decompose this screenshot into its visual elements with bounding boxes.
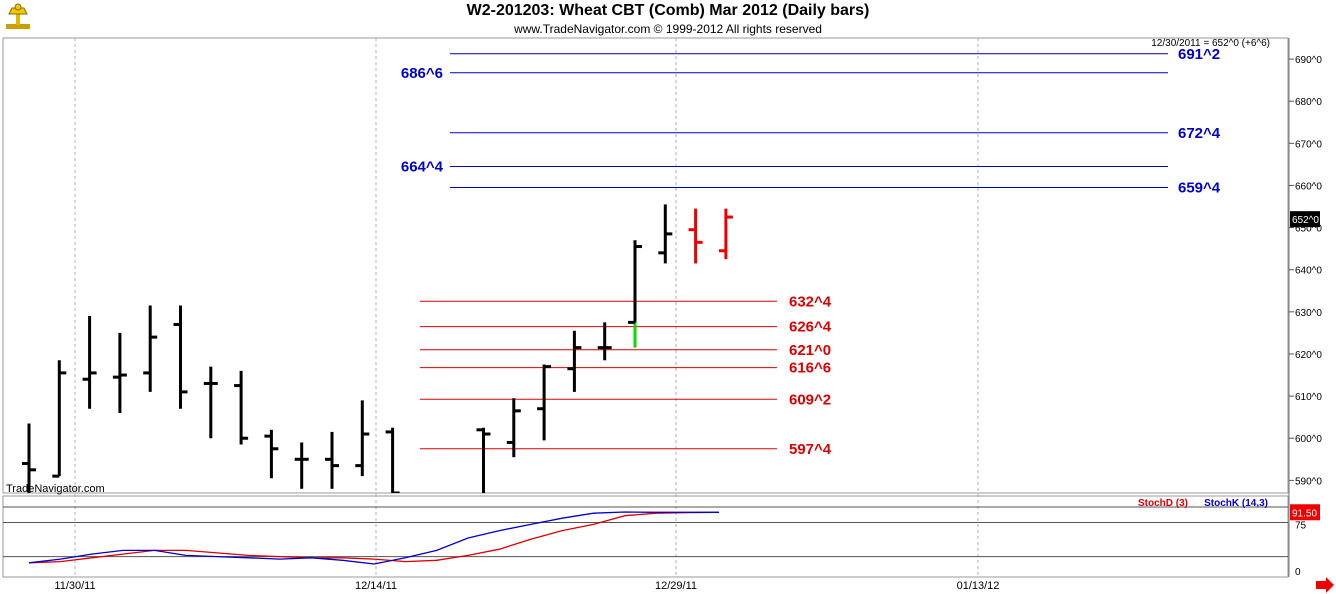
legend-stochk: StochK (14,3) bbox=[1204, 498, 1268, 509]
x-tick-label: 12/29/11 bbox=[655, 580, 697, 592]
ohlc-bar bbox=[22, 423, 36, 493]
watermark-text: TradeNavigator.com bbox=[6, 483, 105, 495]
ohlc-bar bbox=[112, 332, 127, 413]
ohlc-bar bbox=[385, 427, 400, 493]
level-label: 659^4 bbox=[1178, 180, 1221, 197]
x-tick-label: 12/14/11 bbox=[355, 580, 397, 592]
y-tick-label: 630^0 bbox=[1295, 308, 1322, 319]
y-tick-label: 600^0 bbox=[1295, 434, 1322, 445]
y-tick-label: 690^0 bbox=[1295, 55, 1322, 66]
ohlc-bar bbox=[355, 400, 370, 477]
y-tick-label: 670^0 bbox=[1295, 139, 1322, 150]
stoch-last-marker bbox=[1290, 504, 1320, 521]
last-price-label: 652^0 bbox=[1292, 215, 1319, 226]
y-tick-label: 680^0 bbox=[1295, 97, 1322, 108]
level-label: 597^4 bbox=[789, 441, 832, 458]
stoch-series-line bbox=[28, 511, 720, 564]
ohlc-bar bbox=[567, 330, 582, 392]
y-tick-label: 660^0 bbox=[1295, 181, 1322, 192]
stoch-last-label: 91.50 bbox=[1292, 508, 1317, 519]
chart-subtitle: www.TradeNavigator.com © 1999-2012 All r… bbox=[514, 22, 822, 36]
price-panel-frame bbox=[2, 37, 1289, 494]
ohlc-bar bbox=[537, 364, 552, 441]
level-label: 691^2 bbox=[1178, 46, 1220, 63]
ohlc-bar bbox=[52, 360, 67, 478]
chart-title: W2-201203: Wheat CBT (Comb) Mar 2012 (Da… bbox=[466, 2, 870, 19]
y-tick-label: 640^0 bbox=[1295, 266, 1322, 277]
ohlc-bar bbox=[143, 305, 158, 392]
ohlc-bar bbox=[82, 316, 97, 409]
ohlc-bar bbox=[597, 322, 612, 361]
level-label: 664^4 bbox=[401, 158, 444, 175]
x-tick-label: 01/13/12 bbox=[957, 580, 1000, 592]
stoch-y-tick-label: 0 bbox=[1295, 567, 1301, 578]
stoch-y-tick-label: 75 bbox=[1295, 521, 1307, 532]
legend-stochd: StochD (3) bbox=[1138, 498, 1188, 509]
ohlc-bar bbox=[718, 208, 733, 260]
ohlc-bar bbox=[264, 429, 279, 479]
level-label: 621^0 bbox=[789, 342, 831, 359]
level-label: 616^6 bbox=[789, 360, 831, 377]
level-label: 626^4 bbox=[789, 319, 832, 336]
ohlc-bar bbox=[506, 398, 521, 458]
last-price-marker bbox=[1290, 211, 1320, 228]
ohlc-bar bbox=[658, 204, 673, 264]
ohlc-bar bbox=[173, 305, 188, 409]
y-tick-label: 590^0 bbox=[1295, 476, 1322, 487]
x-tick-label: 11/30/11 bbox=[54, 580, 95, 592]
ohlc-bar bbox=[203, 366, 218, 439]
scroll-right-arrow-icon bbox=[1316, 577, 1334, 593]
level-label: 609^2 bbox=[789, 391, 831, 408]
ohlc-bar bbox=[325, 431, 339, 489]
level-label: 686^6 bbox=[401, 65, 443, 82]
ohlc-bar bbox=[628, 240, 642, 348]
level-label: 672^4 bbox=[1178, 125, 1221, 142]
stoch-series-line bbox=[28, 511, 719, 565]
y-tick-label: 620^0 bbox=[1295, 350, 1322, 361]
ohlc-bar bbox=[688, 208, 703, 264]
last-price-info: 12/30/2011 = 652^0 (+6^6) bbox=[1151, 38, 1270, 49]
y-tick-label: 610^0 bbox=[1295, 392, 1322, 403]
ohlc-bar bbox=[234, 370, 249, 445]
ohlc-bar bbox=[294, 442, 309, 489]
ohlc-bar bbox=[476, 427, 491, 493]
level-label: 632^4 bbox=[789, 293, 832, 310]
app-logo-icon[interactable] bbox=[3, 2, 33, 32]
y-tick-label: 650^0 bbox=[1295, 224, 1322, 235]
stoch-panel-frame bbox=[2, 495, 1289, 578]
